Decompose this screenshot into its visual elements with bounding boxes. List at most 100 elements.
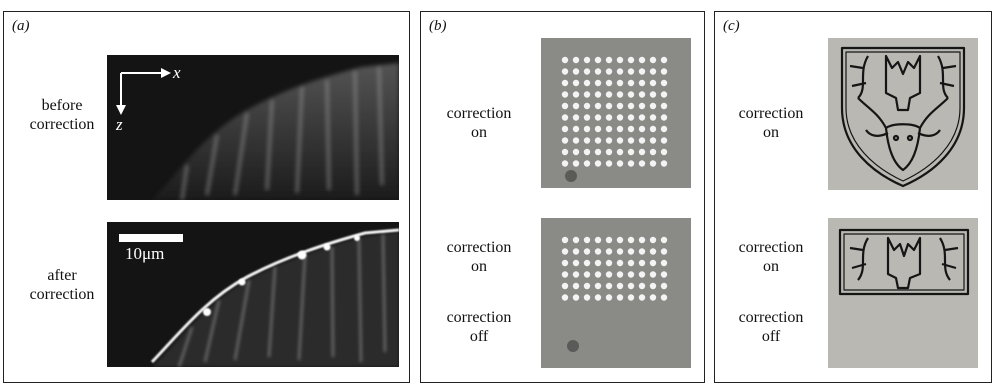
spot — [660, 259, 668, 267]
spot — [572, 56, 580, 64]
spot — [627, 91, 635, 98]
spot — [572, 294, 580, 301]
spot — [638, 282, 646, 290]
spot — [583, 114, 591, 121]
spot — [649, 114, 657, 121]
axis-indicator-icon — [116, 68, 171, 115]
panel-c-bottom-off-label: correction off — [738, 309, 804, 345]
after-correction-label: after correction — [29, 267, 95, 303]
spot — [561, 259, 569, 267]
spot — [572, 271, 580, 278]
spot — [572, 148, 580, 156]
panel-b-top-label: correction on — [446, 105, 512, 141]
spot — [561, 137, 569, 144]
spot — [660, 68, 668, 75]
spot — [638, 259, 646, 267]
panel-b-bottom-off-label: correction off — [446, 309, 512, 345]
spot — [583, 102, 591, 110]
spot — [605, 79, 613, 87]
spot — [605, 236, 613, 244]
spot — [616, 137, 624, 144]
spot — [583, 68, 591, 75]
spot — [616, 125, 624, 133]
spot — [572, 68, 580, 75]
spot — [660, 79, 668, 87]
spot — [561, 271, 569, 278]
spot — [627, 68, 635, 75]
spot — [638, 125, 646, 133]
spot — [638, 236, 646, 244]
spot — [638, 114, 646, 121]
spot — [627, 114, 635, 121]
spot — [594, 125, 602, 133]
spot — [605, 259, 613, 267]
debris-spot — [565, 170, 577, 182]
spot — [616, 68, 624, 75]
panel-c-bottom-image — [828, 218, 978, 368]
spot — [616, 148, 624, 156]
spot — [649, 137, 657, 144]
spot — [572, 282, 580, 290]
spot — [561, 125, 569, 133]
spot — [605, 91, 613, 98]
shield-crest-icon — [840, 46, 966, 188]
spot — [572, 248, 580, 255]
spot — [660, 271, 668, 278]
spot — [605, 125, 613, 133]
panel-c-bottom-on-label: correction on — [738, 239, 804, 275]
spot — [638, 79, 646, 87]
spot — [561, 114, 569, 121]
spot — [594, 114, 602, 121]
spot — [627, 125, 635, 133]
panel-b-top-image — [541, 38, 691, 188]
spot — [561, 236, 569, 244]
spot — [605, 137, 613, 144]
spot — [594, 160, 602, 167]
before-correction-image: x z — [107, 55, 399, 200]
spot — [572, 114, 580, 121]
spot — [605, 148, 613, 156]
spot — [605, 294, 613, 301]
spot — [594, 56, 602, 64]
spot — [594, 271, 602, 278]
spot — [660, 148, 668, 156]
spot — [594, 91, 602, 98]
spot — [605, 114, 613, 121]
spot — [616, 271, 624, 278]
spot — [627, 160, 635, 167]
spot — [583, 160, 591, 167]
spot — [616, 102, 624, 110]
spot — [583, 271, 591, 278]
spot — [605, 248, 613, 255]
spot — [594, 79, 602, 87]
spot — [638, 68, 646, 75]
spot — [649, 125, 657, 133]
spot — [583, 79, 591, 87]
spot — [583, 148, 591, 156]
spot — [649, 79, 657, 87]
spot — [649, 271, 657, 278]
spot — [572, 236, 580, 244]
spot — [627, 137, 635, 144]
spot — [561, 160, 569, 167]
spot — [649, 148, 657, 156]
spot — [660, 114, 668, 121]
spot — [649, 294, 657, 301]
spot — [627, 259, 635, 267]
spot — [561, 79, 569, 87]
spot — [616, 79, 624, 87]
spot — [583, 294, 591, 301]
spot — [583, 56, 591, 64]
spot — [605, 271, 613, 278]
spot — [583, 248, 591, 255]
spot — [583, 282, 591, 290]
spot — [583, 236, 591, 244]
panel-a-label: (a) — [12, 18, 30, 34]
axis-x-label: x — [173, 63, 181, 82]
spot — [638, 91, 646, 98]
spot — [616, 160, 624, 167]
panel-c-top-label: correction on — [738, 105, 804, 141]
spot — [627, 236, 635, 244]
spot — [638, 294, 646, 301]
panel-c-label: (c) — [723, 18, 740, 34]
